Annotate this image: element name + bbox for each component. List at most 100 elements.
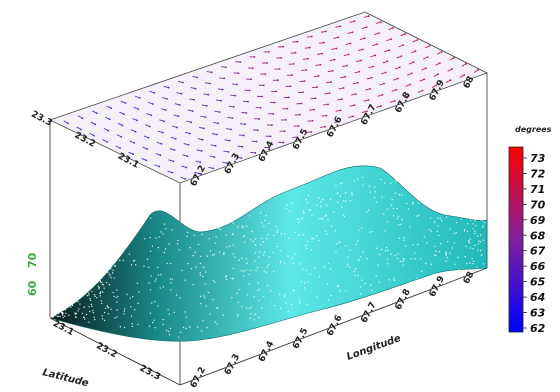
surface-mesh-point: [400, 223, 402, 226]
surface-mesh-point: [272, 251, 274, 254]
vector-arrow-head: [327, 103, 329, 106]
vector-arrow-head: [123, 113, 125, 116]
vector-arrow-head: [291, 74, 293, 76]
vector-arrow-head: [449, 79, 452, 82]
surface-mesh-point: [245, 269, 247, 272]
x-tick-label: 67.3: [223, 353, 242, 377]
surface-mesh-point: [357, 240, 359, 242]
surface-mesh-point: [398, 224, 400, 226]
vector-arrow-head: [207, 93, 210, 96]
surface-mesh-point: [433, 254, 436, 256]
vector-arrow-head: [194, 87, 197, 90]
vector-arrow-head: [124, 102, 127, 104]
surface-mesh-point: [466, 230, 469, 233]
surface-mesh-point: [154, 327, 156, 329]
surface-mesh-point: [479, 234, 482, 236]
vector-arrow-head: [218, 111, 221, 113]
surface-mesh-point: [169, 278, 172, 280]
surface-mesh-point: [244, 241, 246, 243]
surface-mesh-point: [318, 197, 320, 199]
surface-mesh-point: [261, 307, 263, 309]
surface-mesh-point: [157, 305, 159, 307]
surface-mesh-point: [445, 216, 448, 218]
surface-mesh-point: [318, 239, 320, 242]
surface-mesh-point: [108, 273, 111, 275]
surface-mesh-point: [286, 204, 288, 206]
surface-mesh-point: [199, 274, 202, 276]
surface-mesh-point: [342, 200, 345, 202]
surface-mesh-point: [306, 240, 309, 243]
surface-mesh-point: [386, 221, 389, 223]
surface-mesh-point: [478, 240, 480, 242]
vector-arrow-head: [294, 51, 297, 54]
surface-mesh-point: [482, 263, 485, 265]
surface-mesh-point: [420, 192, 423, 195]
surface-mesh-point: [116, 289, 118, 291]
surface-mesh-point: [101, 315, 103, 317]
vector-arrow-head: [310, 131, 313, 133]
surface-mesh-point: [302, 268, 304, 270]
vector-arrow-head: [138, 96, 141, 99]
surface-mesh-point: [94, 295, 96, 298]
surface-mesh-point: [357, 229, 360, 232]
top-plane: [48, 11, 489, 184]
surface-mesh-point: [309, 209, 311, 212]
surface-mesh-point: [95, 275, 97, 277]
surface-mesh-point: [218, 227, 220, 230]
surface-mesh-point: [57, 315, 60, 318]
surface-mesh-point: [457, 207, 459, 210]
surface-mesh-point: [250, 269, 252, 271]
vector-arrow-head: [353, 104, 356, 107]
vector-arrow-head: [160, 142, 163, 145]
surface-mesh-point: [133, 259, 136, 262]
x-tick-label: 67.5: [291, 327, 310, 351]
surface-mesh-point: [211, 254, 214, 256]
vector-arrow-head: [366, 110, 368, 113]
vector-arrow-head: [361, 48, 364, 51]
surface-mesh-point: [403, 239, 405, 241]
surface-mesh-point: [308, 209, 310, 211]
surface-mesh-point: [203, 295, 205, 297]
vector-arrow-head: [237, 72, 240, 75]
z-tick-labels: 70 60: [26, 252, 39, 296]
surface-mesh-point: [89, 299, 92, 302]
surface-mesh-point: [61, 313, 63, 315]
surface-mesh-point: [298, 299, 300, 302]
vector-arrow-head: [437, 73, 440, 76]
vector-arrow-head: [352, 115, 354, 118]
vector-arrow-head: [296, 40, 299, 43]
surface-mesh-point: [423, 236, 425, 238]
vector-arrow-head: [324, 125, 327, 128]
surface-mesh-point: [78, 293, 80, 295]
surface-mesh-point: [87, 286, 89, 288]
x-tick-label: 67.7: [359, 301, 378, 325]
surface-mesh-point: [464, 211, 466, 213]
surface-mesh-point: [92, 312, 94, 314]
surface-mesh-point: [287, 310, 289, 313]
x-tick-label: 67.4: [257, 340, 276, 364]
surface-mesh-point: [434, 206, 436, 209]
colorbar-tick-label: 68: [530, 229, 546, 242]
surface-mesh-point: [266, 238, 268, 240]
surface-mesh-point: [163, 223, 166, 225]
vector-arrow-head: [147, 136, 150, 139]
surface-mesh-point: [98, 286, 100, 289]
vector-arrow-head: [198, 172, 201, 175]
surface-mesh-point: [436, 272, 439, 275]
surface-mesh-point: [435, 250, 437, 252]
surface-mesh-point: [420, 270, 423, 273]
surface-mesh-point: [366, 211, 368, 214]
surface-mesh-point: [200, 330, 203, 332]
surface-mesh-point: [385, 246, 388, 249]
vector-arrow-head: [110, 107, 112, 109]
surface-mesh-point: [160, 273, 162, 276]
vector-arrow-head: [178, 104, 181, 106]
surface-mesh-point: [387, 263, 389, 265]
surface-mesh-point: [116, 309, 118, 311]
vector-arrow-head: [280, 56, 283, 59]
surface-mesh-point: [151, 302, 153, 304]
vector-arrow-head: [313, 108, 315, 111]
surface-mesh-point: [88, 279, 90, 282]
vector-arrow-head: [421, 89, 424, 92]
surface-mesh-point: [69, 300, 71, 302]
